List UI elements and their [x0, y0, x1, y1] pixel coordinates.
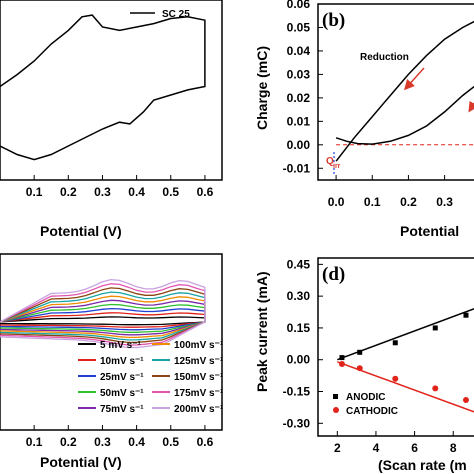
panel-d-x-tick-label: 6 — [411, 441, 418, 455]
panel-d-y-tick-label: -0.15 — [283, 385, 311, 399]
panel-a-x-tick-label: 0.4 — [128, 185, 145, 199]
panel-b-oxidation-curve — [335, 85, 474, 145]
panel-d-x-axis-label: (Scan rate (m — [378, 457, 467, 473]
panel-d-x-tick-label: 2 — [334, 441, 341, 455]
panel-d-anodic-point — [357, 349, 363, 355]
panel-a-cv-curve — [0, 14, 206, 161]
panel-c-x-tick-label: 0.6 — [197, 435, 214, 449]
panel-a-x-tick-label: 0.2 — [60, 185, 77, 199]
panel-c-cv-curves — [0, 278, 206, 349]
panel-c-x-ticks: 0.1 0.2 0.3 0.4 0.5 0.6 — [26, 425, 214, 449]
panel-d-cathodic-point — [338, 360, 345, 367]
panel-d-anodic-point — [463, 312, 469, 318]
panel-d-fit-lines — [337, 308, 474, 413]
panel-c-legend: 5 mV s⁻¹ 10mV s⁻¹ 25mV s⁻¹ 50mV s⁻¹ 75mV s⁻¹… — [78, 340, 224, 415]
panel-d-cathodic-point — [432, 385, 439, 392]
panel-b-annotation: Reduction — [360, 52, 409, 63]
panel-a-x-axis-label: Potential (V) — [40, 223, 122, 239]
panel-d-ticks: 2 4 6 8 -0.30 -0.15 0.00 0.15 0.30 0.45 — [283, 257, 457, 455]
panel-d-y-tick-label: 0.30 — [287, 289, 311, 303]
panel-c-legend-label: 125mV s⁻¹ — [174, 356, 224, 367]
panel-a-x-tick-label: 0.5 — [162, 185, 179, 199]
panel-d-anodic-point — [392, 340, 398, 346]
panel-d-y-tick-label: 0.45 — [287, 257, 311, 271]
panel-c-legend-label: 150mV s⁻¹ — [174, 372, 224, 383]
panel-b-label: (b) — [322, 10, 345, 31]
panel-d-legend-cathodic-marker — [333, 407, 339, 413]
panel-b-frame — [317, 3, 474, 181]
panel-b-x-tick-label: 0.1 — [364, 195, 381, 209]
panel-b-y-tick-label: -0.01 — [283, 161, 311, 175]
panel-c-legend-label: 25mV s⁻¹ — [100, 372, 144, 383]
panel-b-y-tick-label: 0.02 — [287, 91, 311, 105]
panel-b-ticks: 0.0 0.1 0.2 0.3 -0.01 0.00 0.01 0.02 0.03 0.04 0.0… — [283, 0, 454, 209]
panel-c-legend-label: 10mV s⁻¹ — [100, 356, 144, 367]
panel-d-cathodic-point — [392, 375, 399, 382]
panel-b-x-tick-label: 0.3 — [436, 195, 453, 209]
panel-d-y-axis-label: Peak current (mA) — [254, 271, 270, 392]
panel-c: 0.1 0.2 0.3 0.4 0.5 0.6 5 mV s⁻¹ 10mV s⁻¹ 25mV … — [0, 253, 224, 470]
panel-b-x-axis-label: Potential — [400, 223, 459, 239]
panel-a-x-tick-label: 0.1 — [26, 185, 43, 199]
panel-d: 2 4 6 8 -0.30 -0.15 0.00 0.15 0.30 0.45 (d) ANODI… — [254, 257, 474, 473]
panel-b-y-tick-label: 0.04 — [287, 44, 311, 58]
panel-d-legend-cathodic: CATHODIC — [346, 406, 398, 417]
panel-b-x-tick-label: 0.0 — [328, 195, 345, 209]
panel-c-legend-label: 200mV s⁻¹ — [174, 404, 224, 415]
panel-b-y-tick-label: 0.03 — [287, 67, 311, 81]
panel-d-frame — [317, 257, 474, 437]
panel-c-x-tick-label: 0.2 — [60, 435, 77, 449]
panel-c-legend-label: 5 mV s⁻¹ — [100, 340, 142, 351]
panel-d-x-tick-label: 8 — [450, 441, 457, 455]
panel-a-frame — [0, 0, 223, 181]
panel-d-points — [338, 312, 469, 403]
panel-c-x-tick-label: 0.5 — [162, 435, 179, 449]
panel-b-y-tick-label: 0.06 — [287, 0, 311, 11]
panel-b-reduction-curve — [335, 20, 474, 162]
panel-d-anodic-point — [339, 355, 345, 361]
panel-b-y-axis-label: Charge (mC) — [254, 46, 270, 130]
panel-c-x-axis-label: Potential (V) — [40, 454, 122, 470]
panel-a: 0.1 0.2 0.3 0.4 0.5 0.6 SC 25 Potential (V) — [0, 0, 223, 239]
panel-d-x-tick-label: 4 — [373, 441, 380, 455]
panel-c-cv-curve — [0, 278, 206, 349]
panel-b-y-tick-label: 0.05 — [287, 20, 311, 34]
panel-b-q-label: Q — [326, 156, 334, 167]
panel-d-fit-line — [337, 361, 474, 413]
panel-c-x-tick-label: 0.4 — [128, 435, 145, 449]
panel-b-arrow-1 — [403, 67, 425, 91]
panel-b-y-tick-label: 0.01 — [287, 114, 311, 128]
panel-c-legend-label: 75mV s⁻¹ — [100, 404, 144, 415]
panel-a-legend-label: SC 25 — [162, 9, 190, 20]
panel-b-y-tick-label: 0.00 — [287, 138, 311, 152]
panel-b-q-sub: irr — [333, 163, 341, 170]
panel-d-cathodic-point — [356, 365, 363, 372]
panel-d-legend-anodic: ANODIC — [346, 392, 385, 403]
panel-b: 0.0 0.1 0.2 0.3 -0.01 0.00 0.01 0.02 0.03 0.04 0.0… — [254, 0, 474, 239]
panel-b-arrow-2 — [468, 100, 474, 113]
panel-b-x-tick-label: 0.2 — [400, 195, 417, 209]
panel-d-anodic-point — [432, 325, 438, 331]
panel-a-x-ticks: 0.1 0.2 0.3 0.4 0.5 0.6 — [26, 175, 214, 199]
panel-d-legend-anodic-marker — [333, 394, 338, 399]
panel-d-fit-line — [337, 308, 474, 361]
panel-d-label: (d) — [322, 264, 345, 285]
panel-d-cathodic-point — [462, 396, 469, 403]
panel-d-y-tick-label: 0.00 — [287, 353, 311, 367]
panel-d-y-tick-label: -0.30 — [283, 416, 311, 430]
panel-a-x-tick-label: 0.3 — [94, 185, 111, 199]
panel-c-x-tick-label: 0.3 — [94, 435, 111, 449]
panel-c-legend-label: 100mV s⁻¹ — [174, 340, 224, 351]
panel-c-legend-label: 175mV s⁻¹ — [174, 388, 224, 399]
panel-a-x-tick-label: 0.6 — [197, 185, 214, 199]
panel-c-x-tick-label: 0.1 — [26, 435, 43, 449]
panel-d-y-tick-label: 0.15 — [287, 321, 311, 335]
panel-c-legend-label: 50mV s⁻¹ — [100, 388, 144, 399]
panel-c-frame — [0, 253, 223, 431]
